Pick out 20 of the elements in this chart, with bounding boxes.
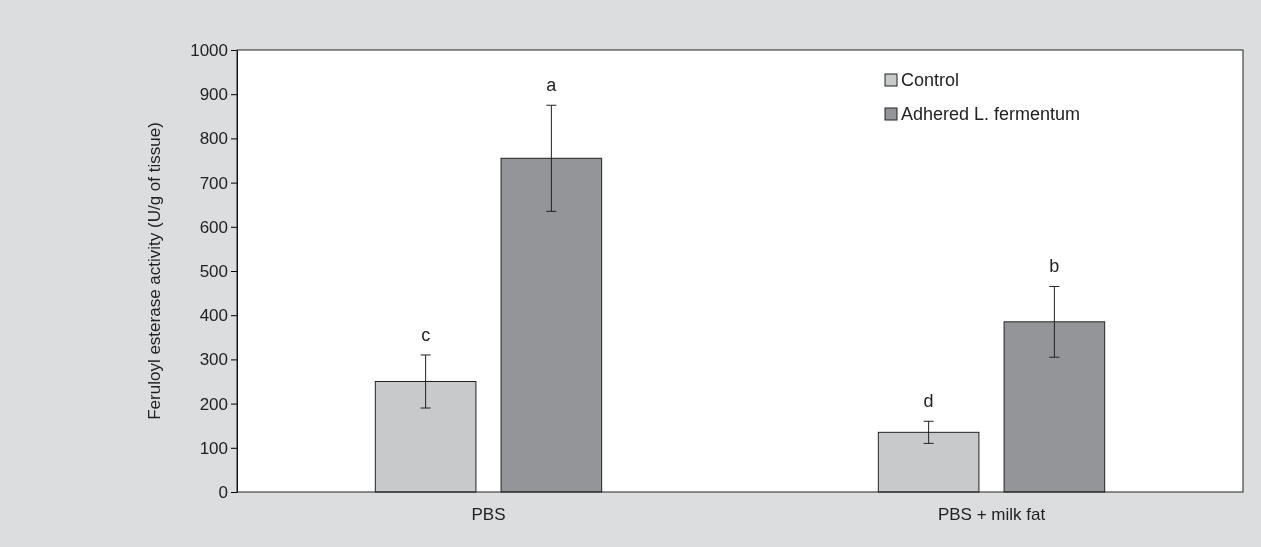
legend-label: Adhered L. fermentum	[901, 104, 1081, 124]
y-tick-label: 800	[199, 129, 228, 149]
x-tick-label: PBS	[471, 505, 506, 525]
y-tick-label: 100	[199, 438, 228, 458]
y-axis-title: Feruloyl esterase activity (U/g of tissue)	[145, 122, 164, 420]
y-tick-label: 900	[199, 85, 228, 105]
x-tick-label: PBS + milk fat	[937, 505, 1046, 525]
y-tick-label: 300	[199, 350, 228, 370]
y-tick-label: 1000	[190, 40, 228, 60]
annotation: c	[421, 324, 431, 345]
y-tick-label: 0	[218, 482, 228, 502]
y-tick-label: 600	[199, 217, 228, 237]
annotation: a	[546, 75, 558, 96]
legend-label: Control	[901, 70, 960, 90]
y-tick-label: 200	[199, 394, 228, 414]
annotation: b	[1049, 256, 1060, 277]
y-tick-label: 700	[199, 173, 228, 193]
y-tick-label: 400	[199, 306, 228, 326]
annotation: d	[923, 391, 934, 412]
y-tick-label: 500	[199, 261, 228, 281]
